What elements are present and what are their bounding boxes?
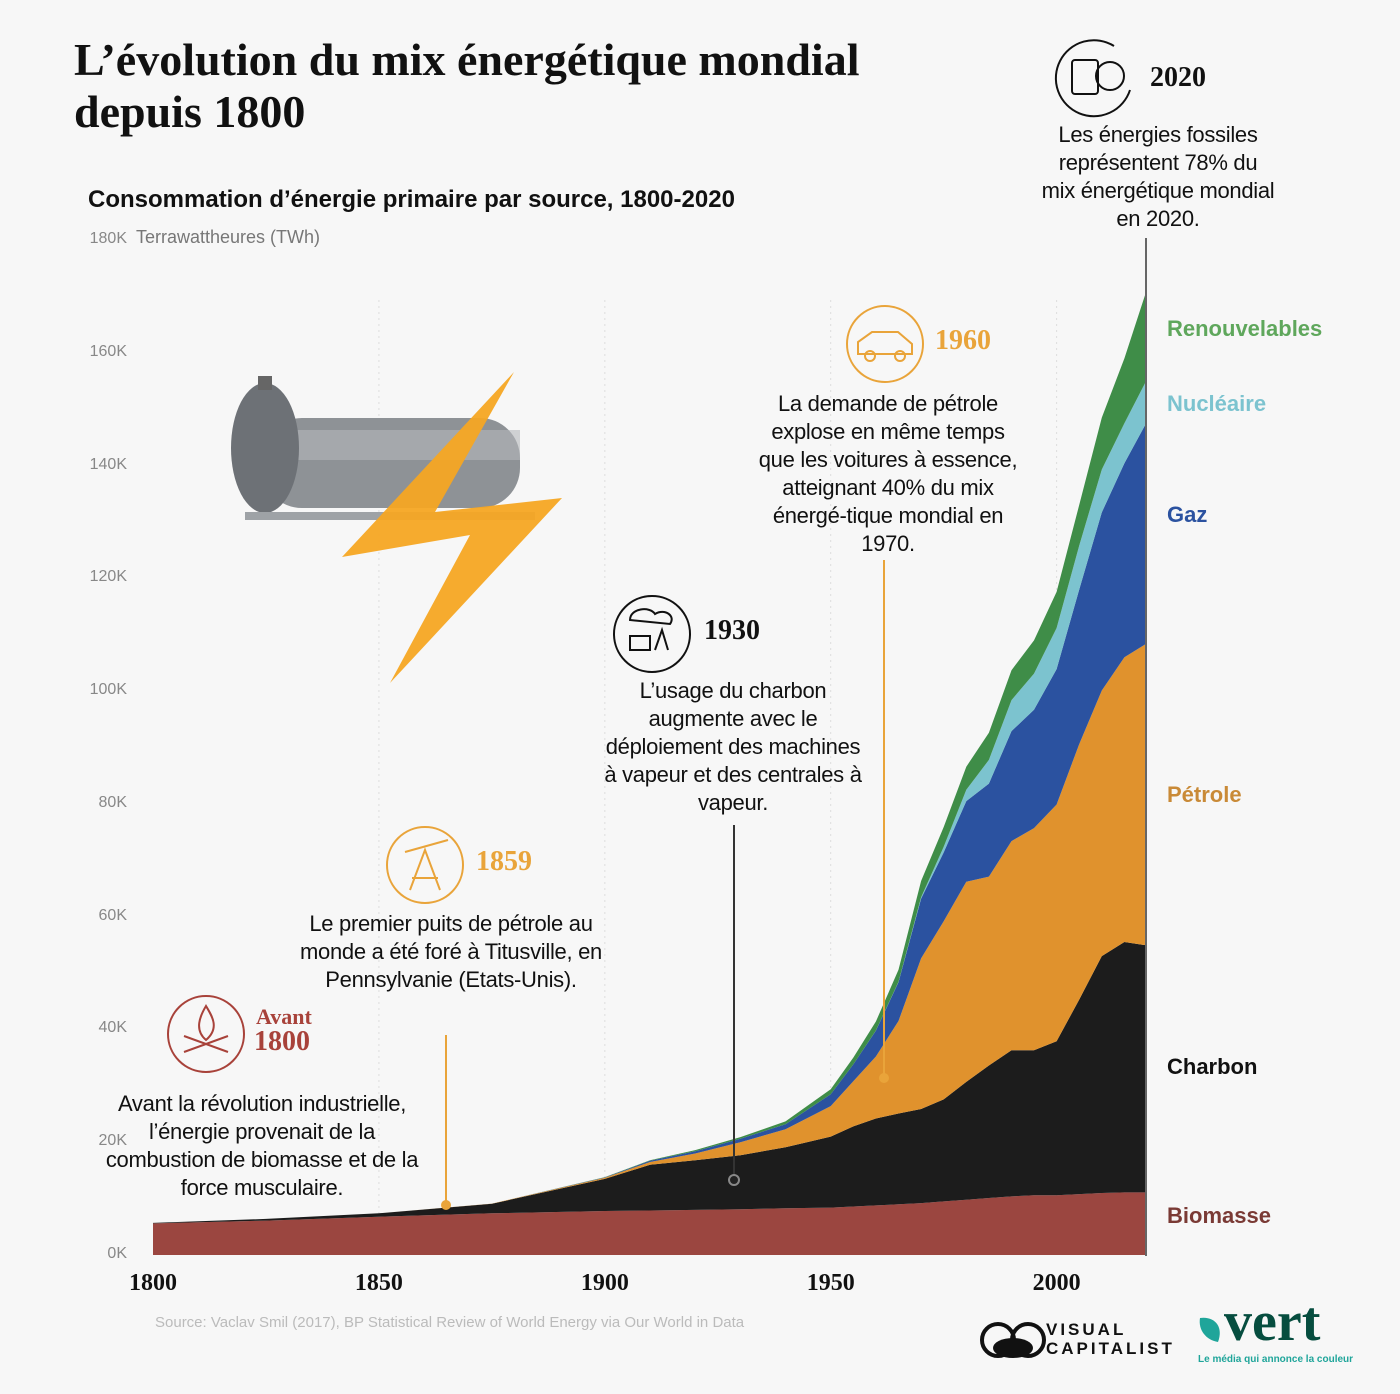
annotation-1960-dot [879, 1073, 889, 1083]
y-tick-label: 60K [98, 906, 127, 924]
car-icon [846, 305, 924, 383]
annotation-1930-dot [728, 1174, 740, 1186]
y-tick-label: 100K [89, 681, 127, 699]
vert-tagline: Le média qui annonce la couleur [1198, 1354, 1354, 1365]
campfire-icon [167, 995, 245, 1073]
y-tick-label: 40K [98, 1019, 127, 1037]
annotation-2020-text: Les énergies fossiles représentent 78% d… [1041, 122, 1275, 231]
area-biomasse [153, 1192, 1147, 1255]
area-charbon [153, 942, 1147, 1224]
y-tick-label: 120K [89, 568, 127, 586]
annotation-avant1800-year: 1800 [254, 1026, 310, 1057]
annotation-1859-year: 1859 [476, 846, 532, 877]
y-axis-unit: Terrawattheures (TWh) [136, 227, 321, 247]
annotation-1859-dot [441, 1200, 451, 1210]
series-label: Biomasse [1167, 1203, 1271, 1228]
vert-wordmark: vert [1224, 1291, 1321, 1353]
annotation-1930-text: L’usage du charbon augmente avec le dépl… [604, 678, 862, 815]
y-tick-label: 20K [98, 1132, 127, 1150]
series-label: Nucléaire [1167, 391, 1267, 416]
annotation-avant1800-text: Avant la révolution industrielle, l’éner… [105, 1091, 419, 1200]
annotation-avant1800-label-small: Avant [256, 1004, 312, 1029]
fuel-tank-illustration [231, 376, 535, 520]
series-label: Pétrole [1167, 782, 1242, 807]
annotation-1930-year: 1930 [704, 615, 760, 646]
page-title: L’évolution du mix énergétique mondial d… [74, 34, 860, 137]
y-tick-label: 80K [98, 793, 127, 811]
factory-smoke-icon [613, 595, 691, 673]
x-tick-label: 1800 [129, 1270, 177, 1296]
visual-capitalist-wordmark: VISUAL CAPITALIST [1046, 1320, 1175, 1358]
series-label: Renouvelables [1167, 316, 1323, 341]
lightning-bolt-illustration [342, 372, 562, 683]
source-note: Source: Vaclav Smil (2017), BP Statistic… [155, 1314, 745, 1331]
series-label: Charbon [1167, 1054, 1258, 1079]
y-tick-label: 180K [89, 230, 127, 247]
annotation-1960-text: La demande de pétrole explose en même te… [758, 391, 1018, 556]
visual-capitalist-binoculars-icon [980, 1322, 1046, 1358]
x-tick-label: 1950 [806, 1270, 855, 1296]
annotation-2020-year: 2020 [1150, 62, 1206, 93]
y-tick-label: 0K [107, 1245, 127, 1262]
y-tick-label: 140K [89, 455, 127, 473]
y-tick-label: 160K [89, 342, 127, 360]
leaf-icon [1199, 1317, 1220, 1342]
annotation-1960-year: 1960 [935, 325, 991, 356]
x-tick-label: 2000 [1032, 1270, 1081, 1296]
area-petrole [153, 643, 1147, 1223]
oil-derrick-icon [386, 826, 464, 904]
x-tick-label: 1900 [580, 1270, 629, 1296]
chart-subtitle: Consommation d’énergie primaire par sour… [88, 186, 735, 213]
annotation-1859-text: Le premier puits de pétrole au monde a é… [300, 911, 602, 992]
series-label: Gaz [1167, 502, 1208, 527]
x-tick-label: 1850 [354, 1270, 403, 1296]
fossil-energy-icon [1054, 39, 1131, 118]
